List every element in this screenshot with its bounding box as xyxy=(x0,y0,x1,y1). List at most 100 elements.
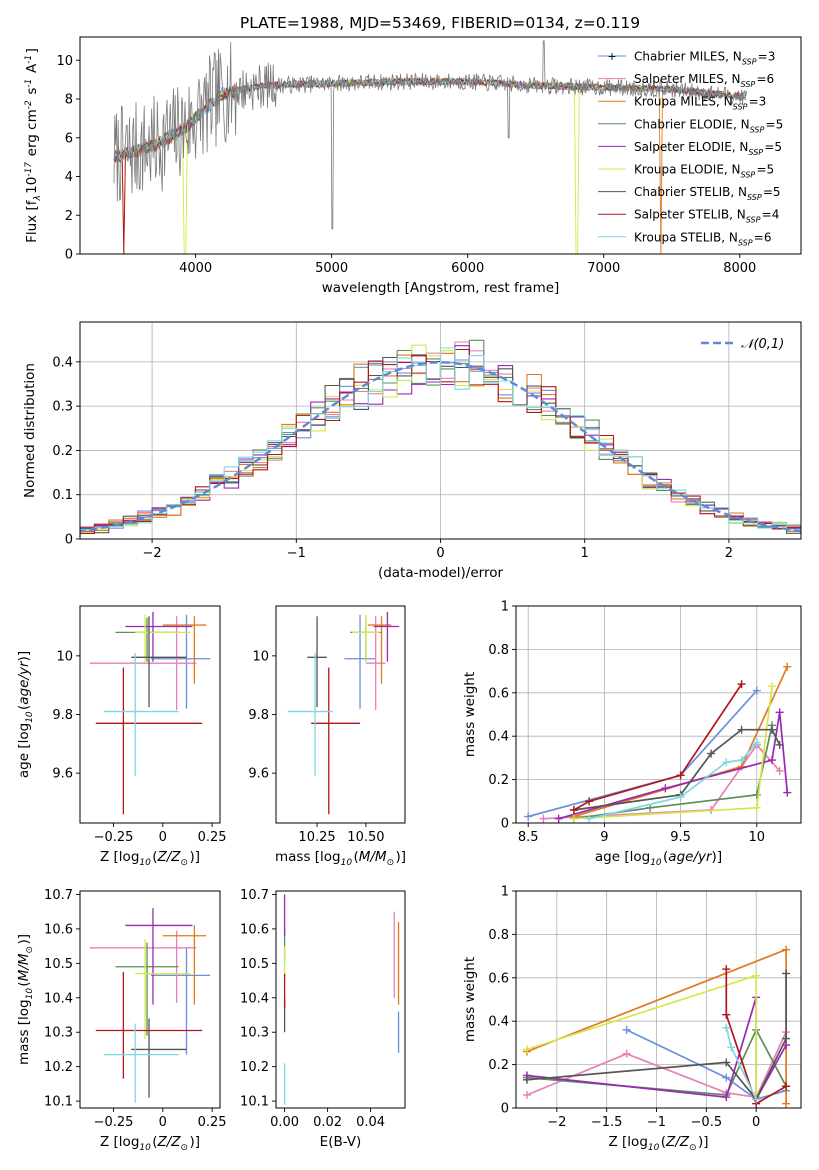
observed-spectrum-line xyxy=(113,40,747,230)
weight-marker xyxy=(737,756,746,765)
y-axis-label: mass weight xyxy=(462,672,478,757)
age-vs-Z-plot-area xyxy=(89,611,211,815)
errorbar-point xyxy=(135,939,191,1040)
y-tick-label: 0.2 xyxy=(488,773,509,788)
y-tick-label: 0 xyxy=(65,533,73,548)
weight-marker xyxy=(775,708,784,717)
weight-marker xyxy=(737,725,746,734)
x-tick-label: −1 xyxy=(287,546,306,561)
weight-marker xyxy=(722,965,731,974)
x-tick-label: 10 xyxy=(749,830,766,845)
weight-marker xyxy=(782,1034,791,1043)
y-tick-label: 0.8 xyxy=(488,928,509,943)
y-axis-label: mass weight xyxy=(462,957,478,1042)
y-tick-label: 0.1 xyxy=(52,488,73,503)
residual-histogram-panel: −2 −1 0 1 2 0 0.1 0.2 0.3 0.4 (data-model)/error No… xyxy=(22,321,802,581)
figure-title: PLATE=1988, MJD=53469, FIBERID=0134, z=0… xyxy=(240,14,640,32)
x-tick-label: 0.00 xyxy=(270,1115,299,1130)
weight-marker xyxy=(752,803,761,812)
errorbar-point xyxy=(150,947,211,1055)
weight-marker xyxy=(752,686,761,695)
x-tick-label: −2 xyxy=(547,1115,566,1130)
x-tick-label: 6000 xyxy=(451,261,484,276)
weight-series-line xyxy=(573,725,773,820)
y-axis-label: Flux [fλ 10-17 erg cm-2 s-1 A-1 ] xyxy=(24,48,43,243)
spectrum-legend: + Chabrier MILES, NSSP =3 Salpeter MILES, … xyxy=(598,50,783,247)
x-tick-label: −1.5 xyxy=(591,1115,623,1130)
y-tick-label: 10 xyxy=(56,54,73,69)
weight-series-line xyxy=(725,969,787,1105)
weight-marker xyxy=(782,969,791,978)
legend-label: Kroupa MILES, NSSP =3 xyxy=(634,95,766,112)
errorbar-point xyxy=(373,611,400,662)
weight-marker xyxy=(676,792,685,801)
x-tick-label: 0.04 xyxy=(356,1115,385,1130)
axes-frame xyxy=(79,890,221,1109)
axes-frame xyxy=(79,605,221,824)
weight-marker xyxy=(775,740,784,749)
weight-marker xyxy=(775,766,784,775)
errorbar-point xyxy=(115,617,179,662)
y-tick-label: 10.2 xyxy=(44,1060,73,1075)
weight-marker xyxy=(782,1082,791,1091)
y-tick-label: 0.4 xyxy=(488,730,509,745)
weight-series-line xyxy=(558,712,789,820)
weight-marker xyxy=(752,971,761,980)
y-tick-label: 10.5 xyxy=(240,957,269,972)
errorbar-point xyxy=(125,611,193,662)
spectrum-plot-area xyxy=(113,40,747,254)
errorbar-point xyxy=(131,1018,187,1098)
axes-frame xyxy=(515,605,802,824)
weight-marker xyxy=(522,1075,531,1084)
axes-frame xyxy=(79,36,802,255)
age-vs-mass-plot-area xyxy=(287,611,400,815)
y-tick-label: 10.4 xyxy=(240,991,269,1006)
x-tick-label: 8000 xyxy=(723,261,756,276)
weight-marker xyxy=(554,814,563,823)
weight-marker xyxy=(752,790,761,799)
age-vs-Z-panel: −0.25 0 0.25 9.6 9.8 10 Z [log10 (Z/Z⊙ )] age [… xyxy=(16,605,227,868)
errorbar-point xyxy=(352,614,380,662)
x-tick-label: 0 xyxy=(752,1115,760,1130)
y-tick-label: 10.7 xyxy=(44,888,73,903)
x-tick-label: 1 xyxy=(581,546,589,561)
errorbar-point xyxy=(115,942,179,1036)
weight-marker xyxy=(585,814,594,823)
weight-marker xyxy=(768,756,777,765)
errorbar-point xyxy=(162,925,207,1005)
x-tick-label: −0.25 xyxy=(94,830,134,845)
y-tick-label: 0.8 xyxy=(488,643,509,658)
legend-label: Salpeter STELIB, NSSP =4 xyxy=(634,208,779,225)
y-tick-label: 0.2 xyxy=(488,1058,509,1073)
weight-marker xyxy=(722,1058,731,1067)
y-tick-label: 10 xyxy=(252,649,269,664)
x-tick-label: 0 xyxy=(436,546,444,561)
weight-marker xyxy=(768,682,777,691)
weight-marker xyxy=(522,1090,531,1099)
svg-text:+: + xyxy=(607,50,616,63)
x-tick-label: −0.25 xyxy=(94,1115,134,1130)
weight-vs-Z-panel: −2 −1.5 −1 −0.5 0 0 0.2 0.4 0.6 0.8 1 Z [log10 (Z/Z… xyxy=(462,885,802,1153)
spectrum-panel: 4000 5000 6000 7000 8000 0 2 4 6 8 10 wavelength [A… xyxy=(24,36,802,296)
x-tick-label: 9.5 xyxy=(670,830,691,845)
errorbar-point xyxy=(162,616,207,684)
weight-marker xyxy=(783,788,792,797)
x-tick-label: 4000 xyxy=(179,261,212,276)
legend-label: Salpeter MILES, NSSP =6 xyxy=(634,72,774,89)
y-tick-label: 0.6 xyxy=(488,686,509,701)
y-axis-label: Normed distribution xyxy=(22,363,38,498)
errorbar-point xyxy=(103,652,179,777)
x-tick-label: 0 xyxy=(159,830,167,845)
weight-marker xyxy=(522,1045,531,1054)
weight-marker xyxy=(622,1049,631,1058)
x-axis-label: Z [log10 (Z/Z⊙ )] xyxy=(609,1134,709,1153)
weight-marker xyxy=(707,749,716,758)
x-tick-label: 8.5 xyxy=(518,830,539,845)
x-tick-label: 5000 xyxy=(315,261,348,276)
errorbar-point xyxy=(89,616,197,711)
weight-vs-Z-plot-area xyxy=(522,945,791,1108)
weight-marker xyxy=(722,1073,731,1082)
x-axis-label: Z [log10 (Z/Z⊙ )] xyxy=(100,849,200,868)
x-tick-label: 2 xyxy=(725,546,733,561)
y-tick-label: 1 xyxy=(501,600,509,615)
